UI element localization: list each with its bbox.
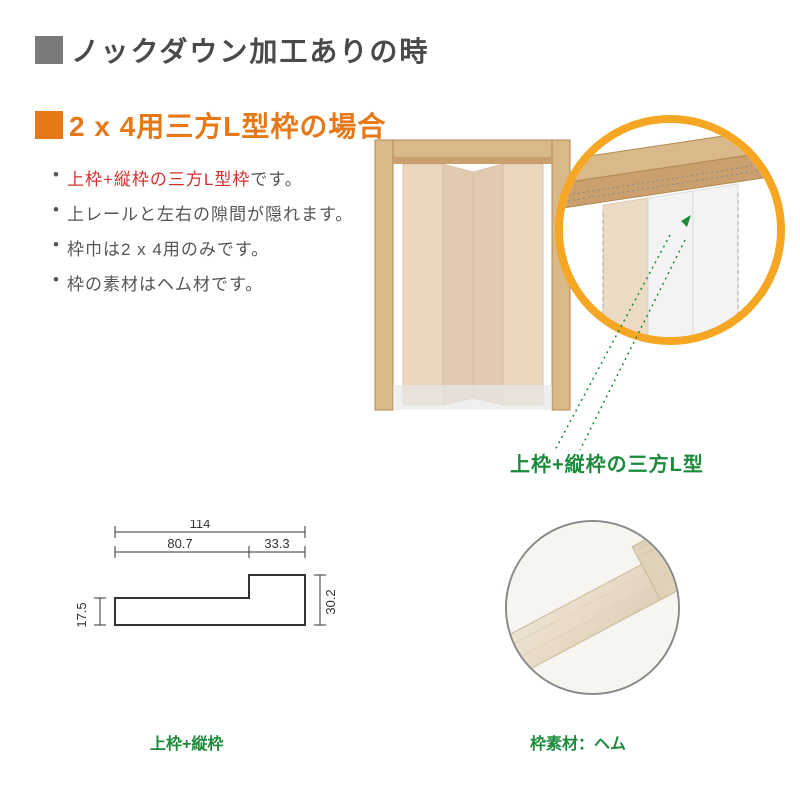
material-caption: 枠素材：ヘム (530, 730, 626, 754)
dim-height-left: 17.5 (75, 602, 89, 627)
dim-total-width: 114 (190, 520, 211, 531)
dim-width-right: 33.3 (264, 536, 289, 551)
square-bullet-orange-icon (35, 111, 63, 139)
main-title-text: ノックダウン加工ありの時 (71, 30, 429, 70)
green-annotation-label: 上枠+縦枠の三方L型 (510, 448, 704, 477)
dim-width-left: 80.7 (167, 536, 192, 551)
bullet-highlight: 上枠+縦枠の三方L型枠 (67, 170, 250, 189)
sub-title-text: 2 x 4用三方L型枠の場合 (69, 105, 386, 145)
material-svg (507, 522, 680, 695)
square-bullet-icon (35, 36, 63, 64)
bullet-pre: 上レールと左右の隙間が隠れます。 (67, 205, 353, 224)
bullet-post: です。 (250, 170, 302, 189)
dim-height-right: 30.2 (323, 589, 338, 614)
profile-svg: 114 80.7 33.3 17.5 30.2 (75, 520, 355, 690)
bullet-pre: 枠の素材はヘム材です。 (67, 275, 263, 294)
magnifier-svg (563, 123, 785, 345)
material-sample (505, 520, 680, 695)
bullet-pre: 枠巾は2 x 4用のみです。 (67, 240, 269, 259)
magnifier-detail (555, 115, 785, 345)
main-title: ノックダウン加工ありの時 (35, 30, 765, 70)
profile-caption: 上枠+縦枠 (150, 730, 223, 754)
profile-drawing: 114 80.7 33.3 17.5 30.2 (75, 520, 335, 700)
